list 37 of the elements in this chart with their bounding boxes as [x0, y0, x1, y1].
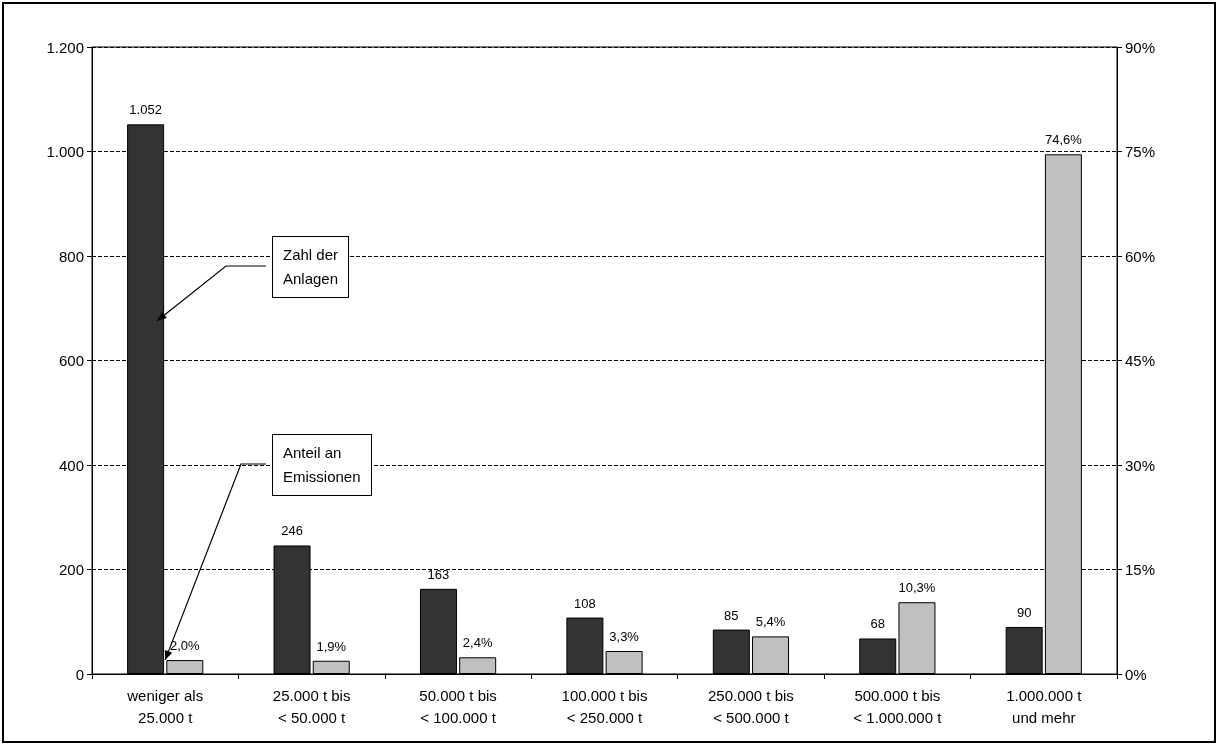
y-tick-label: 600 [58, 352, 84, 369]
data-label: 85 [724, 607, 739, 623]
x-tick-label: 1.000.000 t und mehr [1006, 686, 1083, 726]
y-tick-label: 200 [58, 561, 84, 578]
y2-tick-label: 0% [1125, 665, 1147, 683]
x-tick-label: 250.000 t bis < 500.000 t [707, 686, 794, 726]
data-label: 90 [1016, 604, 1032, 620]
data-label: 163 [427, 566, 450, 582]
data-label: 246 [281, 523, 303, 539]
y2-tick-label: 15% [1125, 561, 1156, 578]
y2-tick-label: 75% [1125, 143, 1156, 160]
y2-tick-label: 60% [1125, 247, 1156, 265]
annotation: Zahl der Anlagen [272, 236, 350, 298]
data-label: 1.052 [129, 102, 162, 118]
y-tick-label: 800 [58, 247, 84, 265]
y2-tick-label: 90% [1125, 38, 1156, 56]
x-tick-label: 500.000 t bis < 1.000.000 t [853, 686, 943, 726]
y-tick-label: 0 [75, 665, 84, 683]
data-label: 108 [574, 595, 596, 611]
data-label: 1,9% [316, 638, 347, 654]
x-tick-label: 100.000 t bis < 250.000 t [561, 686, 648, 726]
y-tick-label: 400 [58, 456, 84, 474]
data-label: 3,3% [609, 629, 640, 645]
annotation: Anteil an Emissionen [272, 434, 372, 496]
x-tick-label: 25.000 t bis < 50.000 t [272, 686, 351, 726]
x-tick-label: 50.000 t bis < 100.000 t [419, 686, 497, 726]
x-tick-label: weniger als 25.000 t [126, 686, 204, 726]
y2-tick-label: 45% [1125, 352, 1156, 369]
y2-tick-label: 30% [1125, 456, 1156, 474]
data-label: 2,4% [462, 635, 493, 651]
data-label: 68 [870, 616, 885, 632]
y-tick-label: 1.200 [46, 38, 84, 56]
data-label: 74,6% [1044, 132, 1083, 148]
data-label: 2,0% [170, 638, 201, 654]
y-tick-label: 1.000 [46, 143, 84, 160]
data-label: 10,3% [898, 580, 936, 596]
data-label: 5,4% [755, 614, 786, 630]
